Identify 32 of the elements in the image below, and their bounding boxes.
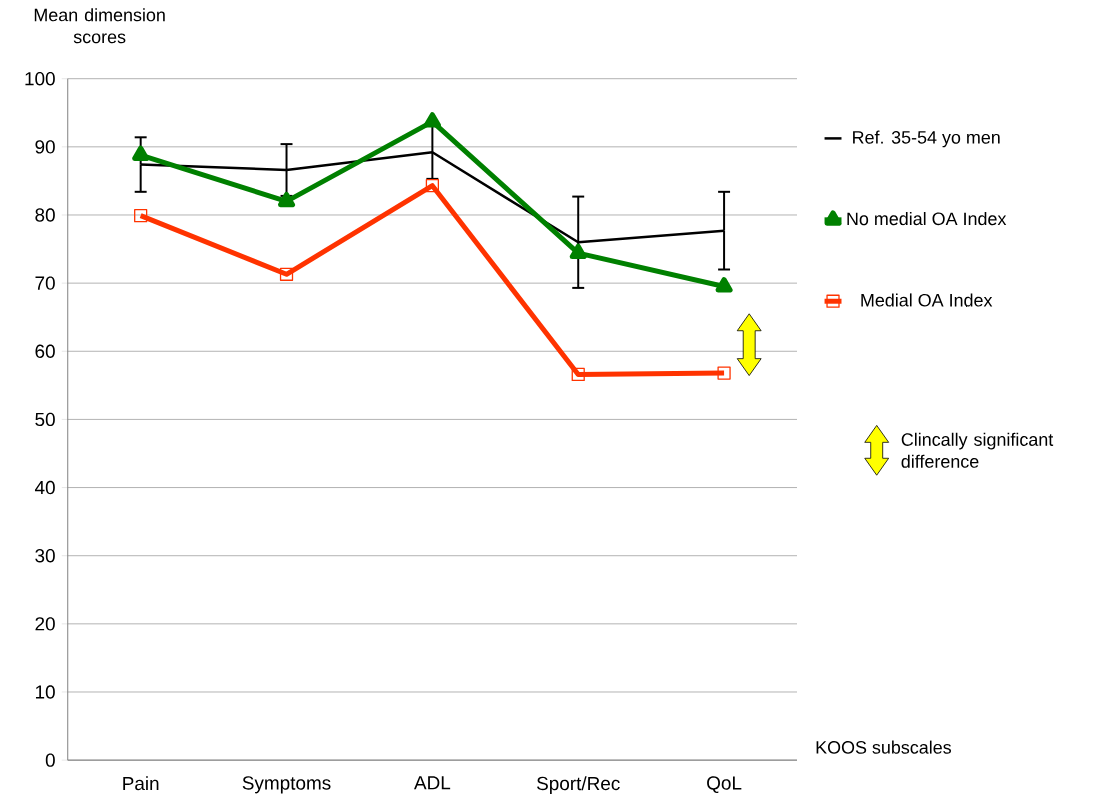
y-tick-label: 60 bbox=[35, 344, 55, 358]
y-tick-label: 80 bbox=[35, 208, 55, 222]
point bbox=[717, 366, 731, 380]
point bbox=[571, 367, 585, 382]
point bbox=[277, 191, 296, 208]
y-tick-label: 50 bbox=[35, 412, 55, 427]
legend-label: Ref. 35-54 yo men bbox=[853, 130, 1000, 148]
y-tick-label: 90 bbox=[35, 140, 55, 154]
x-tick-label: Sport/Rec bbox=[537, 776, 620, 794]
y-tick-label: 100 bbox=[25, 72, 55, 86]
point bbox=[132, 145, 150, 162]
point bbox=[423, 112, 441, 128]
y-tick-label: 40 bbox=[34, 480, 55, 495]
x-tick-label: QoL bbox=[707, 776, 742, 794]
y-axis-title: Mean dimension scores bbox=[34, 8, 165, 44]
point bbox=[279, 267, 294, 281]
x-tick-label: Pain bbox=[123, 776, 159, 791]
x-tick-label: ADL bbox=[414, 776, 451, 790]
point bbox=[134, 209, 148, 223]
y-tick-label: 30 bbox=[35, 549, 55, 563]
x-tick-label: Symptoms bbox=[242, 776, 331, 794]
text: Clincally significant difference bbox=[901, 432, 1054, 468]
point bbox=[425, 179, 439, 193]
point bbox=[715, 277, 733, 293]
text: KOOS subscales bbox=[816, 740, 952, 754]
legend-label: No medial OA Index bbox=[847, 211, 1007, 226]
y-tick-label: 20 bbox=[35, 617, 55, 631]
y-tick-label: 0 bbox=[45, 753, 55, 767]
legend-label: Medial OA Index bbox=[861, 293, 993, 307]
point bbox=[569, 243, 587, 260]
y-tick-label: 70 bbox=[35, 276, 55, 290]
y-tick-label: 10 bbox=[35, 685, 55, 699]
